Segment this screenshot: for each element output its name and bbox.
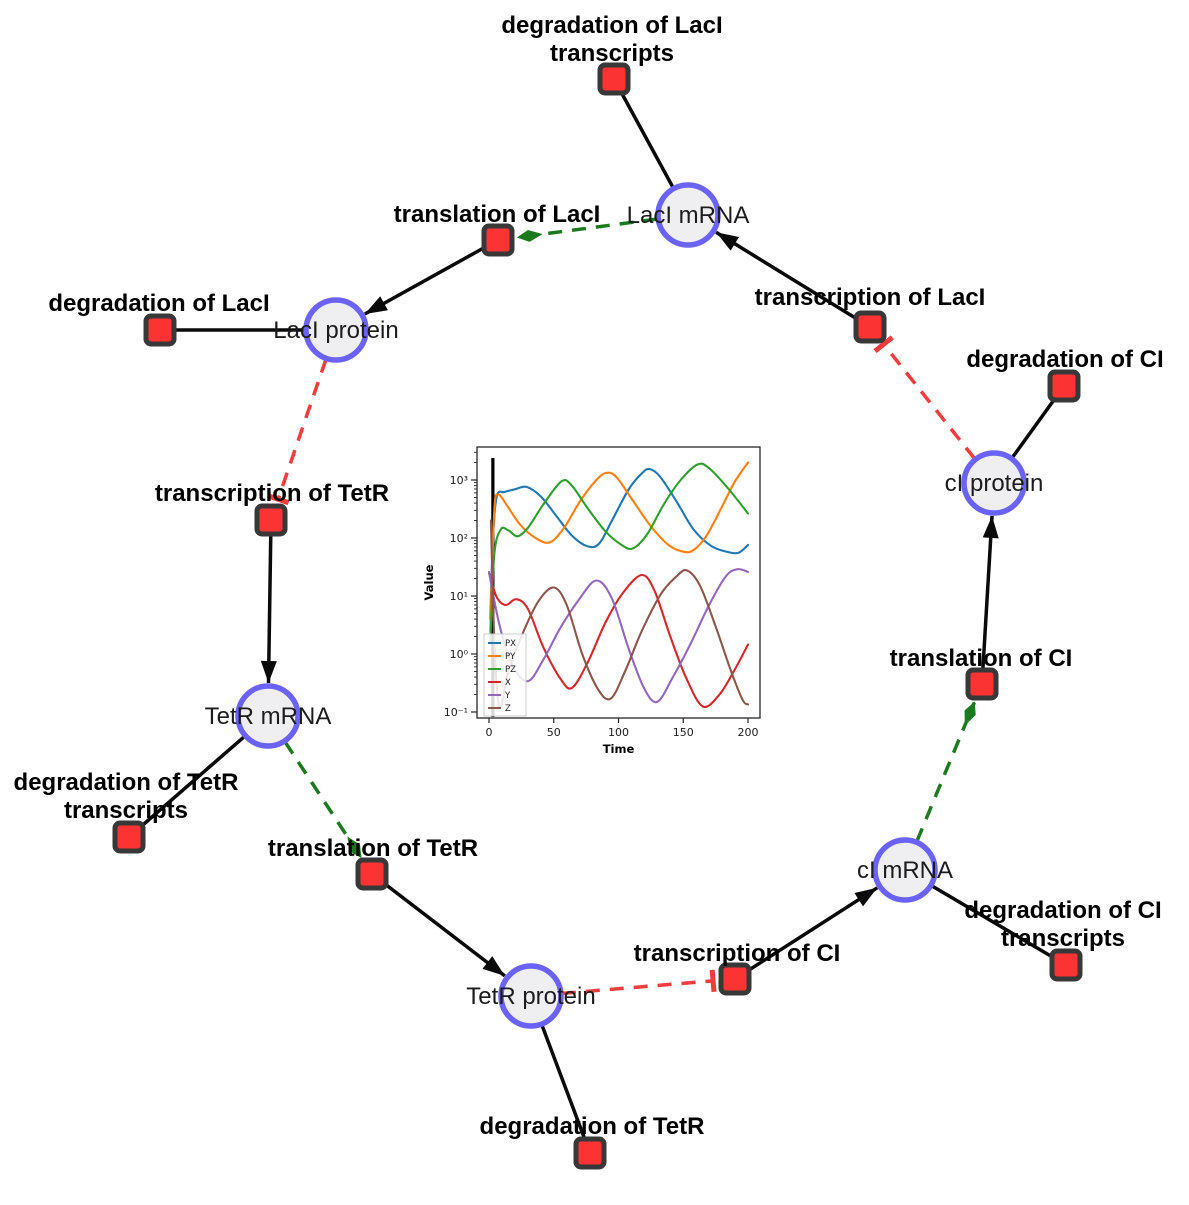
edge-tetr-protein--transcription-of-ci (561, 969, 717, 996)
reaction-node-degradation-of-laci (143, 313, 177, 347)
transcription-of-laci-label: transcription of LacI (755, 284, 986, 311)
x-axis-title: Time (603, 742, 635, 756)
transcription-of-ci-label: transcription of CI (634, 940, 841, 967)
degradation-of-ci-transcripts-label: degradation of CI (964, 897, 1161, 924)
labels-layer: degradation of LacItranscriptstranslatio… (14, 12, 1164, 1140)
transcription-of-tetr-label: transcription of TetR (155, 480, 389, 507)
reaction-node-transcription-of-tetr (254, 503, 288, 537)
reaction-node-degradation-of-tetr (573, 1136, 607, 1170)
inset-chart: 0 50 100 150 20010⁻¹10⁰10¹10²10³TimeValuePXP… (422, 446, 761, 756)
edge-translation-of-tetr--tetr-protein (370, 872, 506, 978)
reaction-node-degradation-of-tetr-transcripts (112, 820, 146, 854)
y-tick-label: 10³ (450, 474, 468, 487)
x-tick-label: 0 (486, 726, 493, 739)
degradation-of-ci-transcripts-label: transcripts (1001, 925, 1125, 952)
edge-translation-of-ci--ci-protein (980, 515, 999, 685)
legend-label-PX: PX (505, 639, 516, 649)
legend-label-PZ: PZ (505, 665, 516, 675)
reaction-node-translation-of-tetr (355, 857, 389, 891)
edge-transcription-of-laci--laci-mrna (715, 230, 871, 329)
y-tick-label: 10² (450, 532, 468, 545)
edge-transcription-of-ci--ci-mrna (734, 886, 879, 981)
x-tick-label: 150 (673, 726, 694, 739)
series-line-Y (487, 568, 750, 704)
series-line-X (487, 571, 750, 709)
series-line-PY (489, 461, 750, 632)
tetr-protein-label: TetR protein (466, 983, 595, 1010)
reaction-node-degradation-of-ci (1047, 369, 1081, 403)
reaction-node-transcription-of-laci (853, 310, 887, 344)
species-node-laci-protein (303, 297, 369, 363)
reaction-node-transcription-of-ci (718, 962, 752, 996)
reaction-node-translation-of-laci (481, 223, 515, 257)
ci-mrna-label: cI mRNA (857, 857, 953, 884)
legend-box (483, 633, 527, 717)
legend-label-X: X (505, 678, 511, 688)
degradation-of-tetr-transcripts-label: degradation of TetR (14, 769, 239, 796)
translation-of-laci-label: translation of LacI (394, 201, 601, 228)
edge-ci-mrna--translation-of-ci (915, 701, 976, 843)
edge-transcription-of-tetr--tetr-mrna (260, 519, 277, 684)
legend-label-Y: Y (504, 691, 511, 701)
degradation-of-tetr-transcripts-label: transcripts (64, 797, 188, 824)
species-node-ci-mrna (872, 837, 938, 903)
x-tick-label: 50 (547, 726, 561, 739)
species-node-ci-protein (961, 450, 1027, 516)
degradation-of-laci-label: degradation of LacI (48, 290, 269, 317)
species-node-laci-mrna (655, 182, 721, 248)
series-line-PX (489, 467, 750, 621)
chart-legend: PX PY PZ XYZ (483, 633, 527, 717)
reaction-node-translation-of-ci (965, 667, 999, 701)
degradation-of-tetr-label: degradation of TetR (480, 1113, 705, 1140)
translation-of-tetr-label: translation of TetR (268, 835, 478, 862)
species-node-tetr-protein (498, 963, 564, 1029)
laci-mrna-label: LacI mRNA (627, 202, 750, 229)
y-tick-label: 10¹ (450, 590, 468, 603)
y-tick-label: 10⁰ (450, 648, 469, 661)
series-line-PZ (489, 462, 750, 645)
degradation-of-laci-transcripts-label: degradation of LacI (501, 12, 722, 39)
reaction-node-degradation-of-laci-transcripts (597, 62, 631, 96)
nodes-layer (112, 62, 1083, 1170)
degradation-of-ci-label: degradation of CI (966, 346, 1163, 373)
legend-label-PY: PY (505, 652, 516, 662)
laci-protein-label: LacI protein (273, 317, 398, 344)
reaction-node-degradation-of-ci-transcripts (1049, 948, 1083, 982)
x-tick-label: 200 (738, 726, 759, 739)
translation-of-ci-label: translation of CI (890, 645, 1073, 672)
tetr-mrna-label: TetR mRNA (205, 703, 332, 730)
edge-translation-of-laci--laci-protein (363, 238, 499, 316)
edge-ci-protein--transcription-of-laci (873, 335, 977, 460)
y-axis-title: Value (422, 564, 436, 600)
y-tick-label: 10⁻¹ (444, 706, 468, 719)
x-tick-label: 100 (608, 726, 629, 739)
edge-laci-protein--transcription-of-tetr (266, 358, 328, 506)
ci-protein-label: cI protein (945, 470, 1044, 497)
legend-label-Z: Z (505, 704, 511, 714)
degradation-of-laci-transcripts-label: transcripts (550, 40, 674, 67)
species-node-tetr-mrna (235, 683, 301, 749)
